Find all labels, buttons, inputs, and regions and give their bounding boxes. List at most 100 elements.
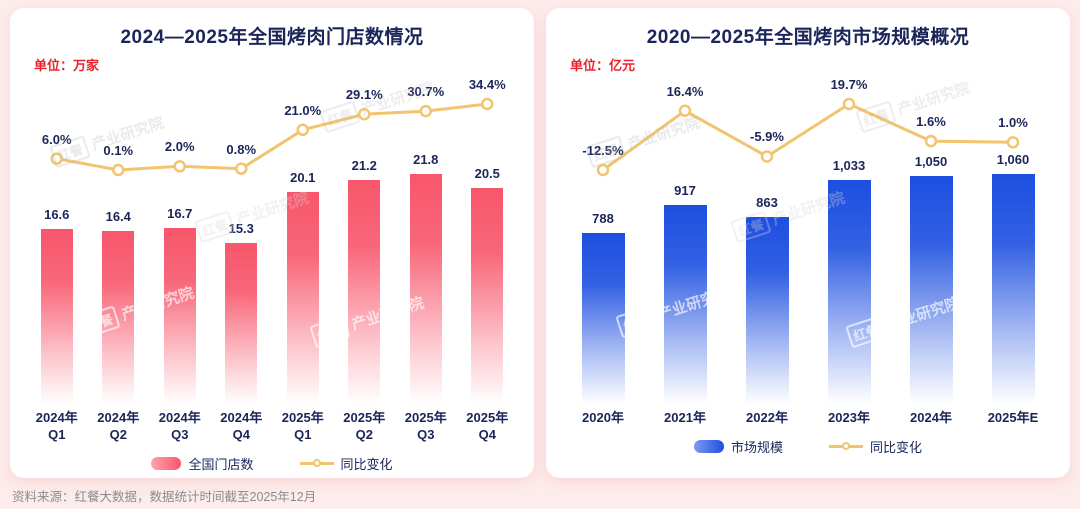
legend-label-bar: 市场规模 [730, 439, 783, 455]
source-note: 资料来源：红餐大数据，数据统计时间截至2025年12月 [12, 490, 317, 504]
bar-value-label: 15.3 [228, 220, 254, 236]
bar-swatch [151, 456, 182, 470]
line-marker-icon [842, 442, 850, 451]
line-value-label: 2.0% [164, 139, 195, 155]
market-size-chart-panel: 2020—2025年全国烤肉市场规模概况 单位：亿元 788 917 863 1,03… [546, 8, 1070, 478]
bar-value-label: 1,060 [996, 152, 1030, 167]
bar [581, 233, 625, 404]
line-series [596, 97, 1020, 177]
unit-label: 单位：亿元 [570, 58, 636, 73]
chart-title: 2020—2025年全国烤肉市场规模概况 [646, 27, 970, 48]
line-marker-icon [50, 152, 63, 165]
line-marker-icon [173, 160, 186, 173]
line-marker-icon [235, 162, 248, 175]
line-marker-icon [924, 134, 938, 148]
category-label: 2025年 Q3 [404, 410, 447, 442]
chart-title: 2024—2025年全国烤肉门店数情况 [120, 27, 424, 48]
bar-value-label: 863 [756, 194, 778, 210]
bar-value-label: 16.6 [44, 206, 70, 222]
line-value-label: 34.4% [468, 77, 506, 92]
line-value-label: 30.7% [407, 84, 445, 100]
plot-area: 788 917 863 1,033 1,050 1,060 -12.5% 16.4% -5.9%… [562, 74, 1054, 404]
line-marker-icon [312, 459, 321, 468]
category-label: 2025年 Q1 [281, 410, 324, 442]
store-count-chart-panel: 2024—2025年全国烤肉门店数情况 单位：万家 16.6 16.4 16.7 15… [10, 8, 534, 478]
bar-swatch [693, 439, 724, 453]
category-label: 2024年 Q1 [35, 410, 78, 442]
bar [745, 216, 789, 404]
bar [827, 179, 871, 404]
line-value-label: 1.6% [916, 114, 946, 130]
line-value-label: 19.7% [830, 77, 868, 92]
category-label: 2024年 Q3 [158, 410, 201, 442]
category-label: 2024年 [910, 410, 952, 425]
category-label: 2021年 [664, 410, 706, 425]
line-value-label: 0.8% [226, 141, 257, 157]
category-label: 2025年E [987, 410, 1039, 425]
category-label: 2020年 [582, 410, 624, 425]
bar-value-label: 1,050 [914, 154, 948, 170]
chart-panels: 2024—2025年全国烤肉门店数情况 单位：万家 16.6 16.4 16.7 15… [10, 8, 1070, 478]
line-swatch [829, 442, 863, 451]
line-path [56, 102, 488, 172]
line-marker-icon [358, 107, 371, 121]
line-series [50, 97, 494, 177]
legend-item-bar: 市场规模 [693, 437, 783, 456]
plot-area: 16.6 16.4 16.7 15.3 20.1 21.2 21.8 20.5 6.0% 0.1%… [26, 74, 518, 404]
bar-value-label: 21.2 [351, 158, 377, 174]
line-marker-icon [419, 104, 432, 118]
line-swatch [299, 459, 334, 468]
line-value-label: 29.1% [345, 87, 383, 103]
bar-value-label: 20.1 [290, 169, 316, 185]
bar [102, 230, 135, 404]
bar-value-label: 788 [592, 211, 614, 227]
bar [348, 180, 381, 404]
category-label: 2025年 Q4 [466, 410, 509, 442]
legend: 市场规模 同比变化 [546, 437, 1070, 456]
bar [40, 228, 73, 404]
legend-item-line: 同比变化 [299, 454, 393, 473]
line-marker-icon [842, 97, 856, 111]
legend-label-bar: 全国门店数 [188, 456, 254, 472]
bar-value-label: 16.4 [105, 208, 131, 224]
bar [471, 187, 504, 404]
legend-label-line: 同比变化 [870, 439, 923, 455]
bar-value-label: 16.7 [167, 205, 193, 221]
line-value-label: -12.5% [582, 143, 624, 158]
line-value-label: 6.0% [41, 131, 72, 147]
line-value-label: 0.1% [103, 143, 134, 158]
line-marker-icon [678, 104, 692, 118]
line-marker-icon [296, 123, 309, 137]
legend-label-line: 同比变化 [340, 456, 393, 472]
bar [991, 174, 1035, 404]
line-marker-icon [760, 150, 774, 163]
bar-value-label: 917 [674, 183, 696, 199]
legend-item-bar: 全国门店数 [151, 454, 254, 473]
line-marker-icon [112, 163, 125, 177]
line-value-label: 1.0% [998, 115, 1028, 131]
line-marker-icon [481, 97, 494, 111]
legend: 全国门店数 同比变化 [10, 454, 534, 473]
bar [909, 176, 953, 404]
category-axis: 2020年 2021年 2022年 2023年 2024年 2025年E [562, 410, 1054, 427]
bar [225, 242, 258, 404]
category-label: 2025年 Q2 [343, 410, 386, 442]
bar [163, 227, 196, 404]
line-marker-icon [1006, 136, 1020, 149]
line-path [602, 102, 1014, 172]
line-marker-icon [596, 163, 610, 177]
category-label: 2023年 [828, 410, 870, 425]
category-label: 2022年 [746, 410, 788, 425]
bar-value-label: 1,033 [832, 157, 866, 173]
bar [409, 174, 442, 404]
legend-item-line: 同比变化 [829, 437, 922, 456]
line-value-label: -5.9% [750, 129, 784, 145]
category-label: 2024年 Q2 [97, 410, 140, 442]
line-value-label: 16.4% [666, 83, 704, 99]
bar [663, 205, 707, 404]
line-value-label: 21.0% [284, 102, 322, 118]
category-label: 2024年 Q4 [220, 410, 263, 442]
category-axis: 2024年 Q1 2024年 Q2 2024年 Q3 2024年 Q4 2025年 Q1… [26, 410, 518, 444]
bar-value-label: 20.5 [474, 165, 500, 181]
